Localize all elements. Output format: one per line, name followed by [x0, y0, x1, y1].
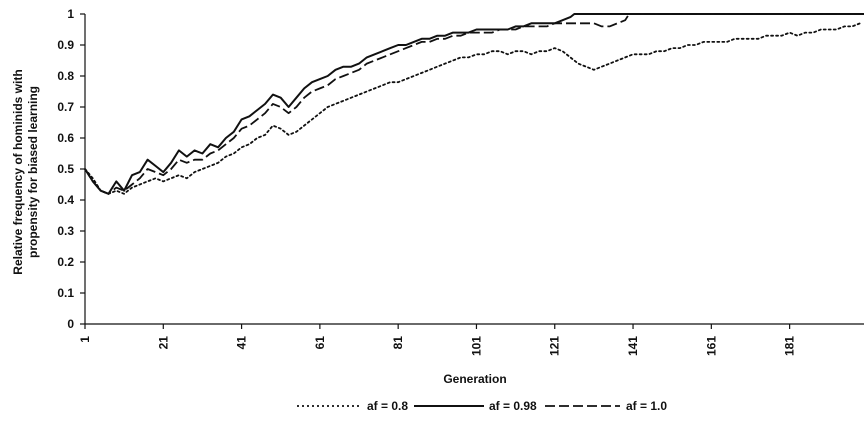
legend-label-3: af = 1.0	[626, 399, 667, 413]
y-tick-label: 1	[67, 7, 74, 21]
y-tick-label: 0.4	[57, 193, 74, 207]
x-tick-label: 61	[313, 336, 327, 350]
y-tick-label: 0.1	[57, 286, 74, 300]
y-tick-label: 0.6	[57, 131, 74, 145]
y-tick-label: 0.5	[57, 162, 74, 176]
x-tick-label: 41	[235, 336, 249, 350]
y-tick-label: 0.9	[57, 38, 74, 52]
y-tick-label: 0.2	[57, 255, 74, 269]
series-line-1	[84, 22, 861, 195]
x-tick-label: 121	[548, 336, 562, 356]
legend-label-1: af = 0.8	[367, 399, 408, 413]
x-tick-label: 181	[783, 336, 797, 356]
series-line-2	[84, 13, 864, 195]
y-axis-title-group: Relative frequency of hominids with prop…	[11, 69, 40, 274]
y-axis-title-line-1: Relative frequency of hominids with	[11, 69, 25, 274]
series-layer	[84, 13, 864, 195]
axes	[84, 14, 864, 325]
legend: af = 0.8 af = 0.98 af = 1.0	[297, 399, 667, 413]
y-tick-label: 0.7	[57, 100, 74, 114]
x-tick-label: 1	[78, 336, 92, 343]
y-axis-title-line-2: propensity for biased learning	[26, 86, 40, 258]
x-tick-label: 81	[391, 336, 405, 350]
y-tick-label: 0.3	[57, 224, 74, 238]
x-tick-label: 141	[626, 336, 640, 356]
x-ticks: 1 21 41 61 81 101 121 141 161 181	[78, 324, 797, 356]
x-tick-label: 101	[469, 336, 483, 356]
x-axis-title: Generation	[443, 372, 506, 386]
x-tick-label: 161	[704, 336, 718, 356]
series-line-3	[84, 13, 864, 195]
x-tick-label: 21	[156, 336, 170, 350]
y-ticks: 0 0.1 0.2 0.3 0.4 0.5 0.6 0.7 0.8 0.9 1	[57, 7, 85, 331]
y-tick-label: 0	[67, 317, 74, 331]
legend-label-2: af = 0.98	[489, 399, 537, 413]
y-tick-label: 0.8	[57, 69, 74, 83]
